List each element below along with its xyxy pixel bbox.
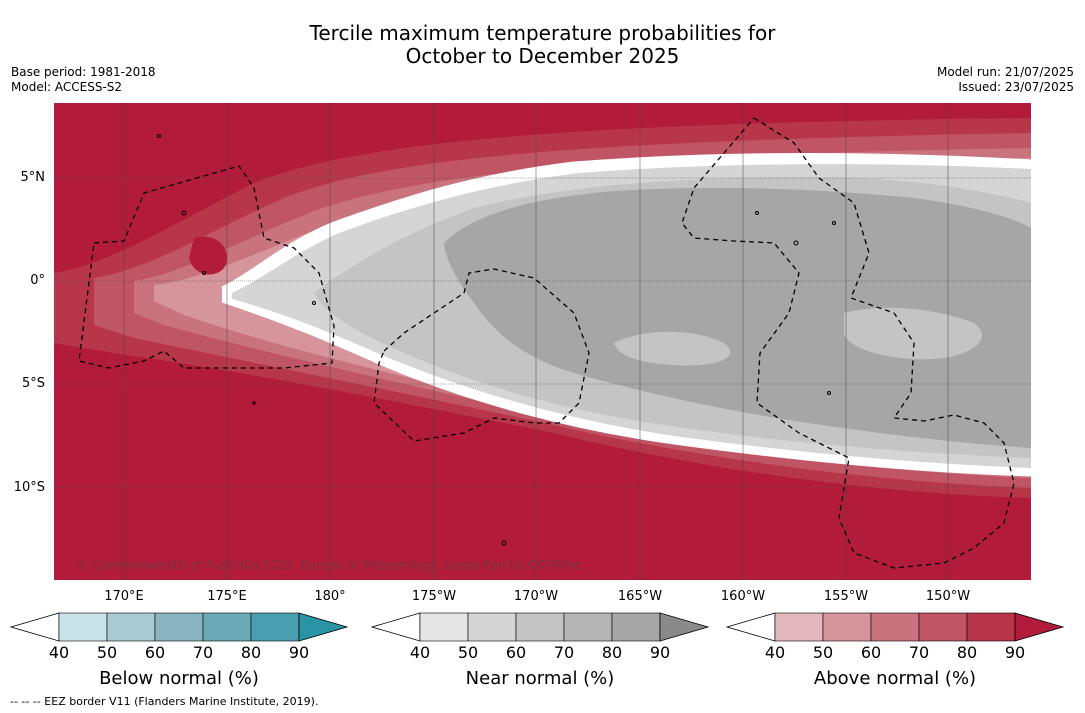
colorbars (9, 612, 1065, 642)
issued-date: Issued: 23/07/2025 (958, 80, 1074, 94)
tick-label: 40 (48, 643, 70, 662)
model-name: Model: ACCESS-S2 (11, 80, 123, 94)
lon-label-160w: 160°W (720, 589, 766, 604)
colorbar-segment (870, 612, 920, 642)
near-lighter-patch (614, 331, 731, 366)
meta-left: Base period: 1981-2018 Model: ACCESS-S2 (11, 65, 156, 95)
colorbar-segment (515, 612, 565, 642)
colorbar-segment (467, 612, 517, 642)
contour-south (221, 299, 1031, 477)
tick-label: 60 (505, 643, 527, 662)
colorbar-extend-high (1014, 612, 1065, 642)
colorbar-segment (250, 612, 300, 642)
colorbar-segment (918, 612, 968, 642)
colorbar-near (370, 612, 710, 642)
tick-label: 90 (288, 643, 310, 662)
colorbar-segment (774, 612, 824, 642)
title-line-1: Tercile maximum temperature probabilitie… (309, 21, 776, 45)
colorbar-segment (58, 612, 108, 642)
tick-label: 50 (96, 643, 118, 662)
colorbar-extend-high (298, 612, 349, 642)
tick-label: 60 (860, 643, 882, 662)
title-line-2: October to December 2025 (405, 44, 680, 68)
colorbar-extend-low (370, 612, 421, 642)
lat-label-5n: 5°N (20, 170, 46, 185)
map-canvas (54, 103, 1031, 580)
gridlines (54, 177, 1031, 488)
copyright-notice: © Commonwealth of Australia 2025, Bureau… (76, 558, 582, 572)
eez-borders (78, 117, 1015, 569)
tick-label: 70 (553, 643, 575, 662)
tick-label: 80 (601, 643, 623, 662)
colorbar-segment (611, 612, 661, 642)
colorbar-below-label: Below normal (%) (99, 668, 259, 689)
colorbar-above-label: Above normal (%) (813, 668, 977, 689)
tick-label: 90 (649, 643, 671, 662)
tick-label: 40 (409, 643, 431, 662)
lon-label-170e: 170°E (104, 589, 144, 604)
tick-label: 60 (144, 643, 166, 662)
tick-label: 70 (908, 643, 930, 662)
lat-label-10s: 10°S (13, 480, 45, 495)
colorbar-segment (419, 612, 469, 642)
tick-label: 90 (1004, 643, 1026, 662)
near-70-region (444, 187, 1031, 448)
islands (157, 134, 836, 546)
near-lighter-patch-east (844, 307, 983, 360)
tick-label: 50 (457, 643, 479, 662)
contour-north (221, 152, 1031, 290)
tick-label: 50 (812, 643, 834, 662)
tick-label: 40 (764, 643, 786, 662)
above-hotspot (189, 236, 228, 275)
lon-label-150w: 150°W (925, 589, 971, 604)
colorbar-segment (202, 612, 252, 642)
tick-label: 80 (240, 643, 262, 662)
colorbar-segment (106, 612, 156, 642)
lon-label-165w: 165°W (617, 589, 663, 604)
model-run-date: Model run: 21/07/2025 (936, 65, 1074, 79)
meta-right: Model run: 21/07/2025 Issued: 23/07/2025 (937, 65, 1074, 95)
colorbar-segment (822, 612, 872, 642)
lat-label-5s: 5°S (21, 376, 45, 391)
lon-label-180: 180° (314, 589, 346, 604)
colorbar-extend-low (725, 612, 776, 642)
colorbar-extend-low (9, 612, 60, 642)
colorbar-above (725, 612, 1065, 642)
lat-label-0: 0° (30, 273, 45, 288)
eez-footer-note: -- -- -- EEZ border V11 (Flanders Marine… (10, 695, 319, 708)
colorbar-extend-high (659, 612, 710, 642)
lon-label-175w: 175°W (411, 589, 457, 604)
probability-map (54, 103, 1031, 580)
colorbar-near-label: Near normal (%) (465, 668, 615, 689)
lon-label-175e: 175°E (207, 589, 247, 604)
colorbar-segment (563, 612, 613, 642)
colorbar-below (9, 612, 349, 642)
colorbar-segment (966, 612, 1016, 642)
lon-label-155w: 155°W (823, 589, 869, 604)
tick-label: 80 (956, 643, 978, 662)
meridians (123, 103, 949, 580)
base-period: Base period: 1981-2018 (11, 65, 156, 79)
lon-label-170w: 170°W (513, 589, 559, 604)
tick-label: 70 (192, 643, 214, 662)
colorbar-segment (154, 612, 204, 642)
